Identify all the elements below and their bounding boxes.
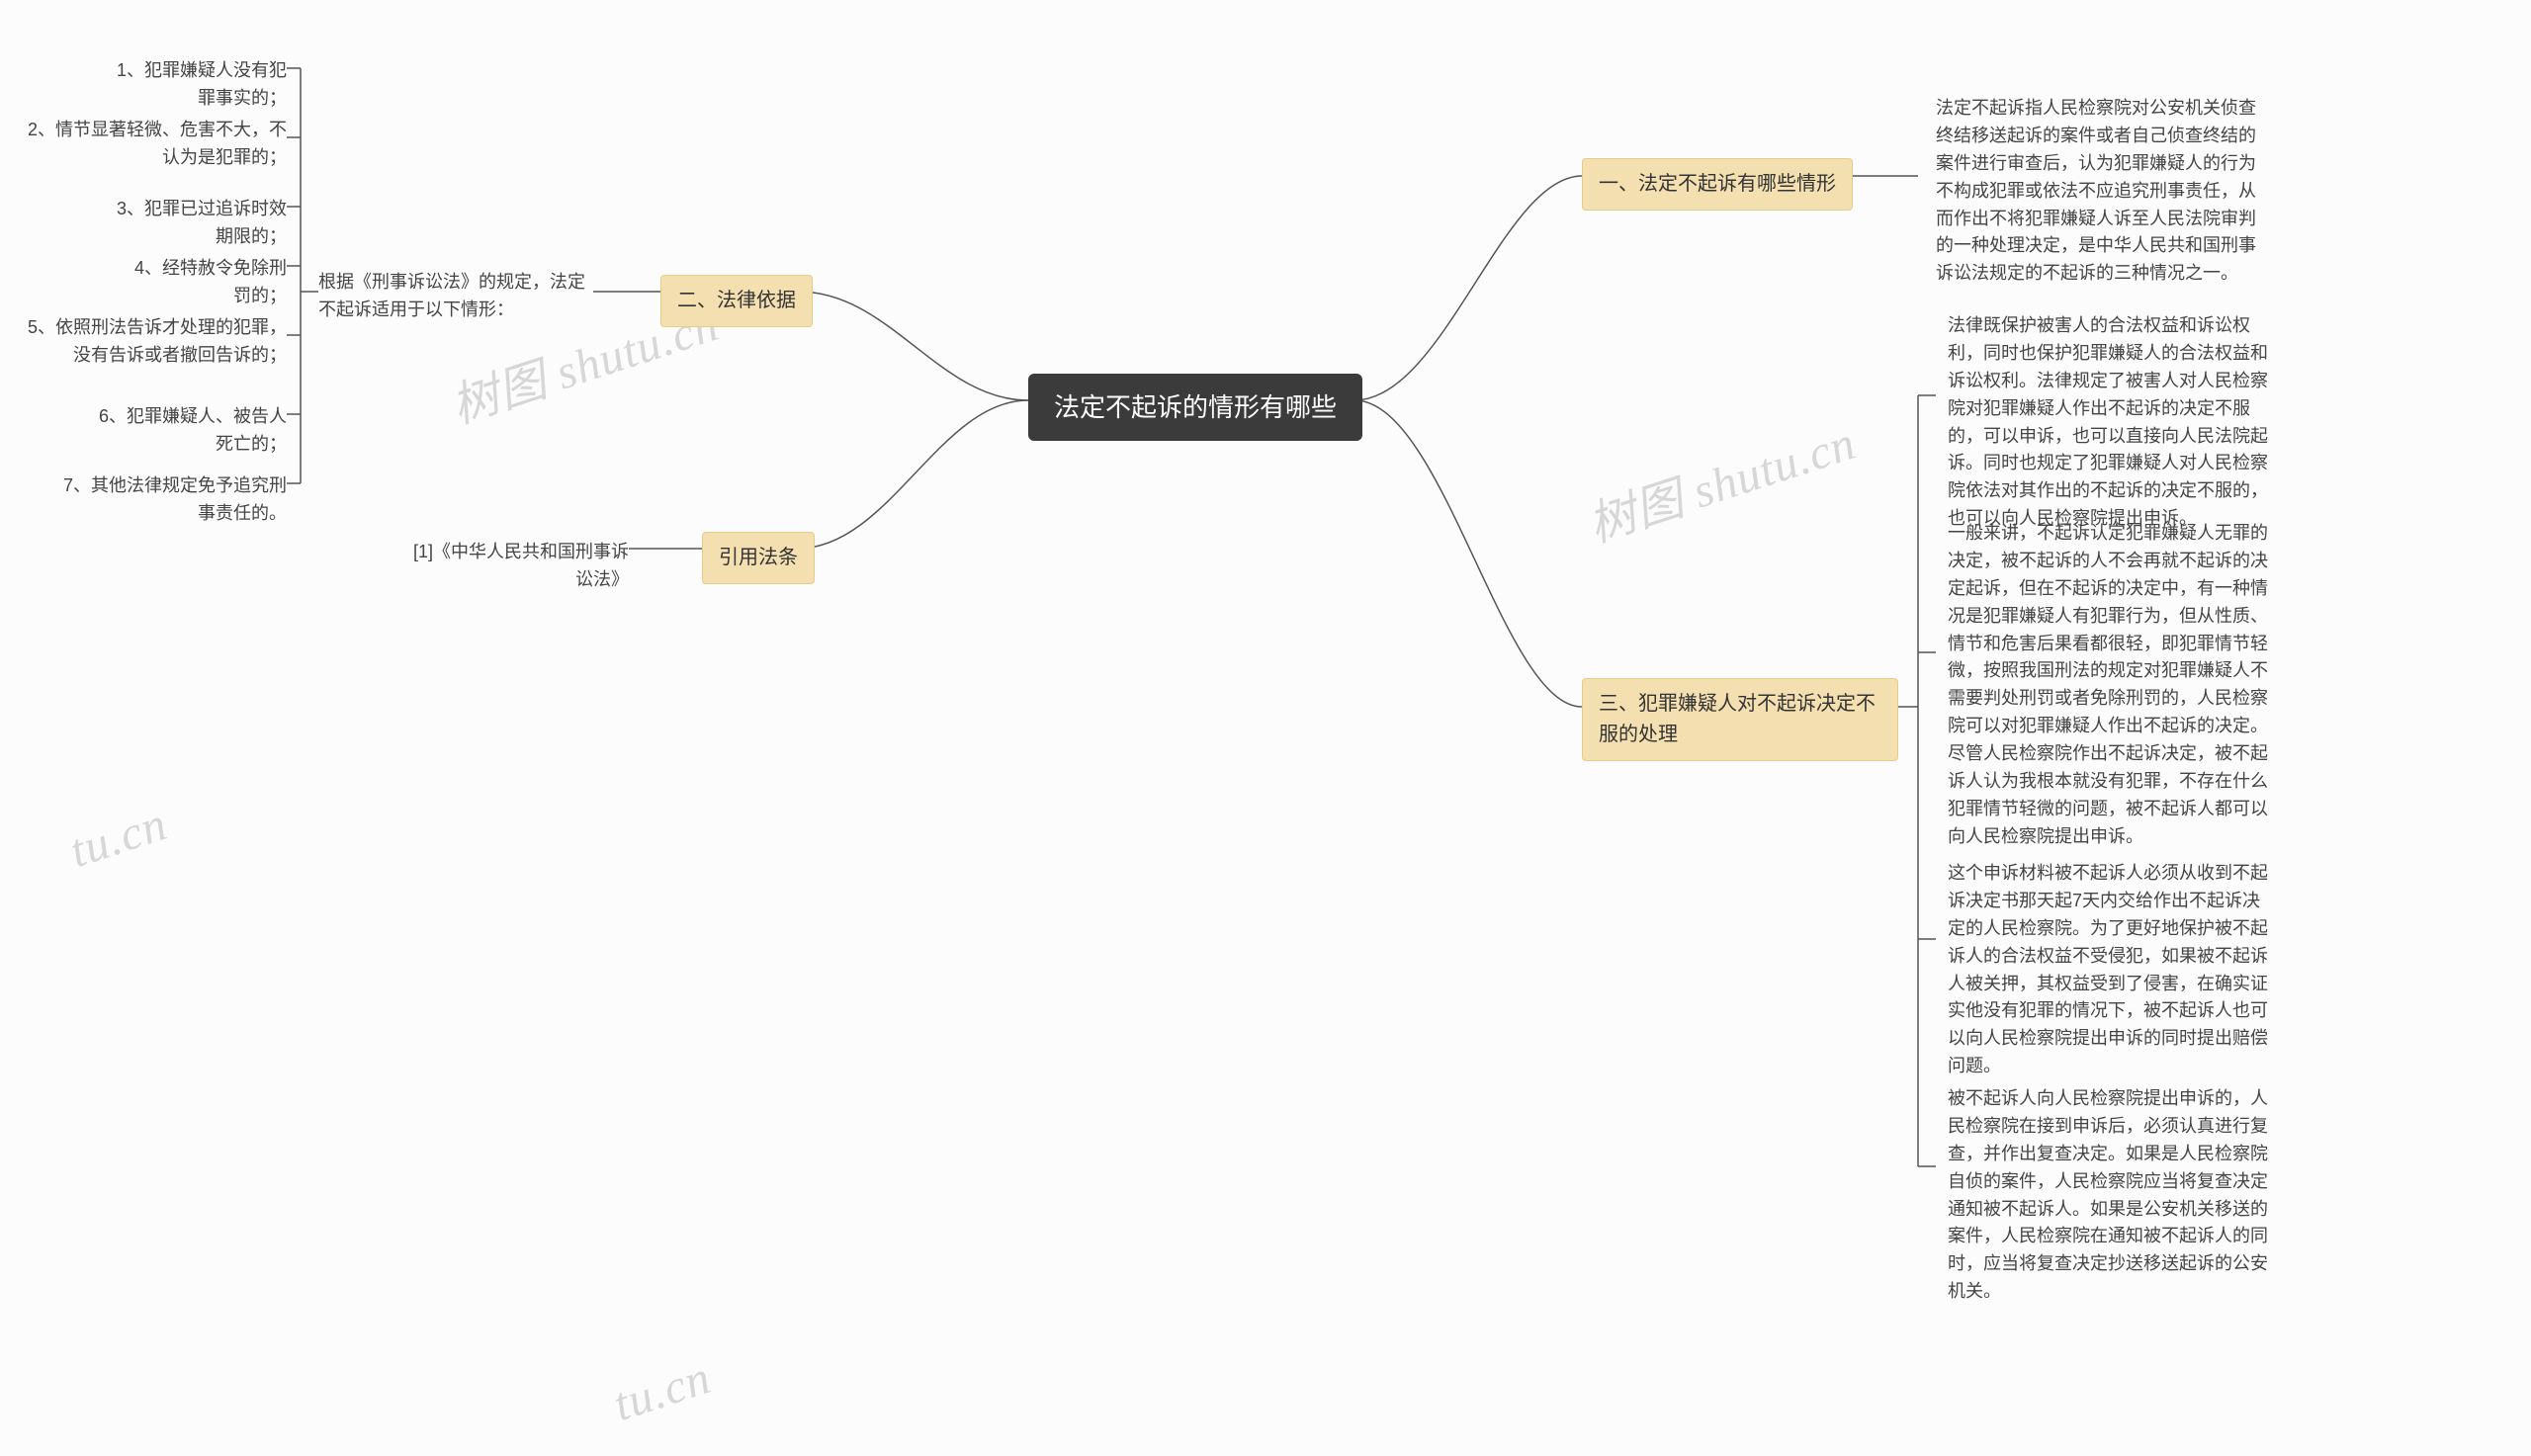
leaf-item-2: 2、情节显著轻微、危害不大，不认为是犯罪的； <box>20 117 287 172</box>
leaf-item-6: 6、犯罪嫌疑人、被告人死亡的； <box>99 403 287 459</box>
leaf-appeal-4: 被不起诉人向人民检察院提出申诉的，人民检察院在接到申诉后，必须认真进行复查，并作… <box>1948 1085 2274 1306</box>
branch-appeal: 三、犯罪嫌疑人对不起诉决定不服的处理 <box>1582 678 1898 761</box>
leaf-item-1: 1、犯罪嫌疑人没有犯罪事实的； <box>107 57 287 113</box>
leaf-item-5: 5、依照刑法告诉才处理的犯罪，没有告诉或者撤回告诉的； <box>20 314 287 370</box>
leaf-item-3: 3、犯罪已过追诉时效期限的； <box>105 196 287 251</box>
leaf-appeal-3: 这个申诉材料被不起诉人必须从收到不起诉决定书那天起7天内交给作出不起诉决定的人民… <box>1948 860 2274 1080</box>
leaf-item-4: 4、经特赦令免除刑罚的； <box>129 255 287 310</box>
leaf-legal-basis-intro: 根据《刑事诉讼法》的规定，法定不起诉适用于以下情形： <box>318 269 593 324</box>
leaf-appeal-1: 法律既保护被害人的合法权益和诉讼权利，同时也保护犯罪嫌疑人的合法权益和诉讼权利。… <box>1948 312 2274 533</box>
watermark: 树图 shutu.cn <box>1578 403 1863 555</box>
branch-cited-law: 引用法条 <box>702 532 815 584</box>
leaf-situations-desc: 法定不起诉指人民检察院对公安机关侦查终结移送起诉的案件或者自己侦查终结的案件进行… <box>1936 95 2262 288</box>
leaf-appeal-2: 一般来讲，不起诉认定犯罪嫌疑人无罪的决定，被不起诉的人不会再就不起诉的决定起诉，… <box>1948 520 2274 851</box>
mindmap-root: 法定不起诉的情形有哪些 <box>1028 374 1362 441</box>
watermark: tu.cn <box>63 797 174 879</box>
branch-legal-basis: 二、法律依据 <box>660 275 813 327</box>
watermark: tu.cn <box>607 1350 718 1432</box>
branch-situations: 一、法定不起诉有哪些情形 <box>1582 158 1853 211</box>
leaf-item-7: 7、其他法律规定免予追究刑事责任的。 <box>59 472 287 528</box>
leaf-cited-law-1: [1]《中华人民共和国刑事诉讼法》 <box>403 539 629 594</box>
